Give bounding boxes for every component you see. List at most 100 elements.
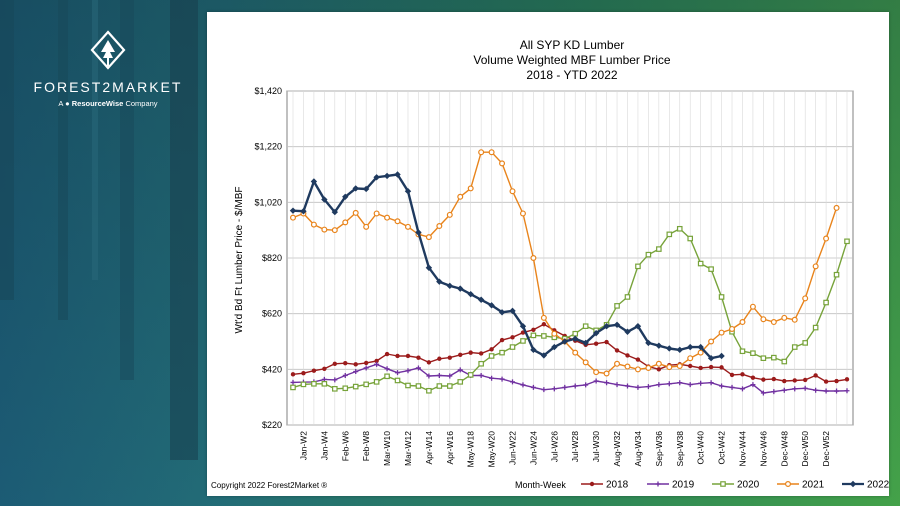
x-tick-label: Sep-W36 bbox=[654, 431, 664, 467]
point-2021 bbox=[488, 149, 495, 156]
x-tick-label: Jul-W28 bbox=[570, 431, 580, 462]
point-2021 bbox=[509, 188, 516, 195]
series-2020 bbox=[290, 225, 850, 394]
point-2018 bbox=[834, 378, 839, 384]
point-2022 bbox=[362, 185, 370, 193]
point-2021 bbox=[363, 223, 370, 230]
y-ticks: $220 $420 $620 $820 $1,020 $1,220 $1,420 bbox=[254, 86, 282, 430]
point-2018 bbox=[635, 357, 641, 362]
point-2020 bbox=[823, 299, 829, 306]
point-2018 bbox=[589, 481, 595, 487]
point-2018 bbox=[395, 353, 400, 359]
point-2019 bbox=[395, 370, 401, 376]
point-2020 bbox=[363, 381, 369, 388]
legend-label: 2018 bbox=[606, 480, 629, 491]
point-2021 bbox=[394, 218, 401, 225]
point-2019 bbox=[823, 388, 829, 394]
legend-item-2022: 2022 bbox=[842, 480, 889, 491]
point-2018 bbox=[499, 337, 505, 343]
point-2021 bbox=[739, 319, 746, 326]
point-2020 bbox=[720, 481, 726, 487]
point-2021 bbox=[519, 210, 526, 217]
point-2018 bbox=[844, 377, 850, 382]
point-2020 bbox=[488, 353, 495, 359]
x-tick-label: May-W18 bbox=[466, 431, 476, 468]
x-ticks: Jan-W2 Jan-W4 Feb-W6 Feb-W8 Mar-W10 Mar-W12 Ap… bbox=[298, 431, 831, 468]
point-2018 bbox=[405, 353, 411, 359]
point-2021 bbox=[530, 255, 537, 262]
point-2020 bbox=[384, 373, 390, 380]
point-2019 bbox=[374, 361, 380, 367]
x-tick-label: Jun-W22 bbox=[508, 431, 518, 465]
point-2020 bbox=[394, 377, 401, 384]
point-2021 bbox=[823, 235, 830, 242]
point-2018 bbox=[771, 376, 777, 382]
point-2021 bbox=[760, 316, 767, 323]
point-2020 bbox=[478, 360, 484, 367]
line-2019 bbox=[292, 363, 848, 394]
point-2020 bbox=[833, 271, 840, 278]
lumber-price-chart: All SYP KD Lumber Volume Weighted MBF Lu… bbox=[234, 38, 889, 491]
point-2020 bbox=[739, 348, 746, 355]
point-2021 bbox=[310, 221, 317, 228]
point-2020 bbox=[541, 333, 547, 339]
point-2019 bbox=[666, 381, 672, 387]
point-2021 bbox=[729, 325, 736, 332]
legend-item-2020: 2020 bbox=[712, 480, 760, 491]
point-2018 bbox=[478, 351, 484, 356]
point-2019 bbox=[687, 382, 693, 388]
point-2018 bbox=[698, 365, 703, 371]
x-tick-label: Oct-W40 bbox=[696, 431, 706, 465]
x-tick-label: Jan-W2 bbox=[298, 431, 308, 461]
point-2018 bbox=[437, 356, 442, 361]
point-2021 bbox=[331, 227, 338, 234]
point-2021 bbox=[499, 160, 506, 167]
point-2020 bbox=[572, 330, 579, 337]
point-2018 bbox=[447, 355, 452, 360]
point-2022 bbox=[436, 278, 443, 285]
x-tick-label: Nov-W46 bbox=[758, 431, 768, 467]
point-2021 bbox=[572, 349, 579, 356]
y-tick-label: $1,020 bbox=[254, 197, 282, 207]
point-2020 bbox=[771, 354, 777, 361]
point-2019 bbox=[572, 383, 578, 389]
point-2019 bbox=[750, 382, 756, 388]
legend-label: 2021 bbox=[802, 480, 825, 491]
point-2019 bbox=[489, 375, 495, 381]
x-tick-label: Feb-W8 bbox=[361, 431, 371, 462]
point-2019 bbox=[426, 373, 432, 379]
series-2019 bbox=[290, 361, 850, 396]
legend-label: 2019 bbox=[672, 480, 695, 491]
brand-block: FOREST2MARKET A ● ResourceWise Company bbox=[28, 30, 188, 108]
point-2022 bbox=[519, 322, 527, 330]
point-2021 bbox=[791, 316, 798, 323]
point-2021 bbox=[687, 355, 694, 362]
point-2018 bbox=[384, 351, 390, 357]
point-2020 bbox=[415, 383, 422, 389]
point-2020 bbox=[582, 323, 589, 329]
point-2019 bbox=[530, 384, 536, 390]
point-2018 bbox=[782, 378, 787, 384]
legend-label: 2020 bbox=[737, 480, 760, 491]
point-2020 bbox=[352, 383, 359, 390]
x-tick-label: Aug-W32 bbox=[612, 431, 622, 467]
point-2021 bbox=[384, 214, 391, 221]
point-2018 bbox=[363, 360, 369, 366]
point-2021 bbox=[676, 362, 683, 369]
point-2019 bbox=[729, 384, 735, 390]
point-2022 bbox=[572, 335, 579, 342]
resourcewise-icon: ● bbox=[65, 99, 70, 108]
x-tick-label: Jan-W4 bbox=[319, 431, 329, 461]
point-2021 bbox=[404, 223, 411, 230]
point-2021 bbox=[770, 319, 777, 326]
point-2018 bbox=[322, 366, 327, 371]
point-2018 bbox=[531, 327, 536, 333]
point-2019 bbox=[499, 376, 505, 382]
point-2019 bbox=[478, 372, 484, 378]
point-2018 bbox=[625, 353, 630, 358]
point-2021 bbox=[718, 329, 725, 336]
point-2022 bbox=[561, 338, 568, 345]
point-2018 bbox=[688, 363, 693, 369]
point-2021 bbox=[373, 210, 380, 217]
point-2022 bbox=[425, 264, 433, 271]
